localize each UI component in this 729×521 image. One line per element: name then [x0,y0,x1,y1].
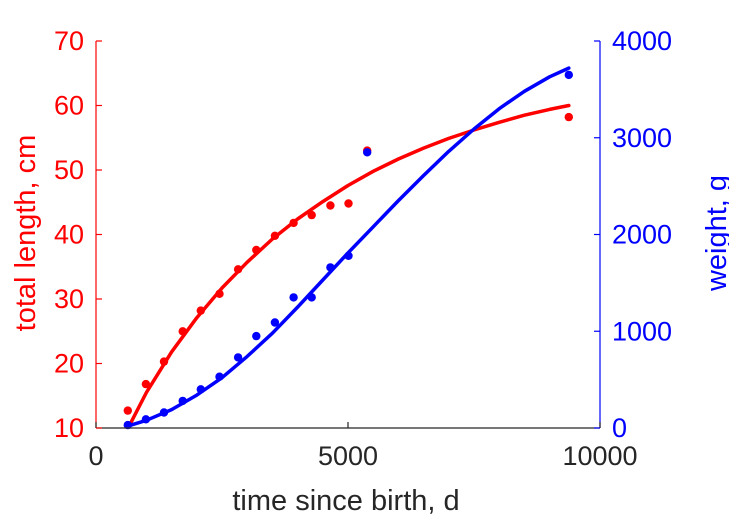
weight-data-point [326,263,335,272]
length-data-point [159,357,169,366]
length-data-point [564,112,573,122]
length-data-point [270,231,280,240]
left-y-tick-label: 70 [54,26,84,56]
weight-data-point [215,372,224,381]
left-y-tick-label: 50 [54,155,84,185]
length-data-point [326,201,335,210]
length-data-point [196,306,205,315]
fit-curves [126,66,571,429]
length-data-point [123,406,132,415]
x-tick-label: 0 [88,441,103,471]
x-tick-label: 10000 [562,441,637,471]
weight-data-point [289,293,298,302]
length-data-point [344,199,353,208]
length-data-point [307,210,316,220]
axes [95,40,601,429]
length-data-point [141,379,151,389]
right-y-tick-label: 0 [612,413,627,443]
right-y-axis-label: weight, g [701,175,729,292]
left-y-tick-label: 40 [54,220,84,250]
weight-data-point [307,293,316,302]
right-y-tick-label: 4000 [612,26,672,56]
data-points [123,70,573,430]
x-axis-label: time since birth, d [232,485,459,517]
left-y-tick-label: 60 [54,91,84,121]
weight-data-point [363,148,372,157]
weight-data-point [270,318,280,327]
length-data-point [252,245,261,255]
weight-data-point [159,408,169,417]
right-y-tick-label: 1000 [612,316,672,346]
weight-data-point [141,415,151,424]
weight-data-point [196,385,205,394]
left-y-tick-label: 30 [54,284,84,314]
weight-data-point [252,331,261,341]
length-data-point [215,289,224,298]
weight-data-point [564,70,573,80]
right-y-tick-label: 2000 [612,220,672,250]
weight-data-point [233,353,243,362]
length-data-point [289,218,298,228]
weight-data-point [123,420,132,430]
x-tick-label: 5000 [318,441,378,471]
length-data-point [178,327,187,336]
left-y-tick-label: 20 [54,349,84,379]
left-y-tick-label: 10 [54,413,84,443]
length-fit-curve [127,103,571,429]
weight-data-point [344,251,353,260]
tick-labels: 0 5000 10000 10 20 30 40 50 60 70 0 1000 2000 3000 400… [54,26,672,471]
left-y-axis-label: total length, cm [10,135,42,332]
weight-data-point [178,396,187,406]
right-y-tick-label: 3000 [612,123,672,153]
length-data-point [233,265,243,274]
